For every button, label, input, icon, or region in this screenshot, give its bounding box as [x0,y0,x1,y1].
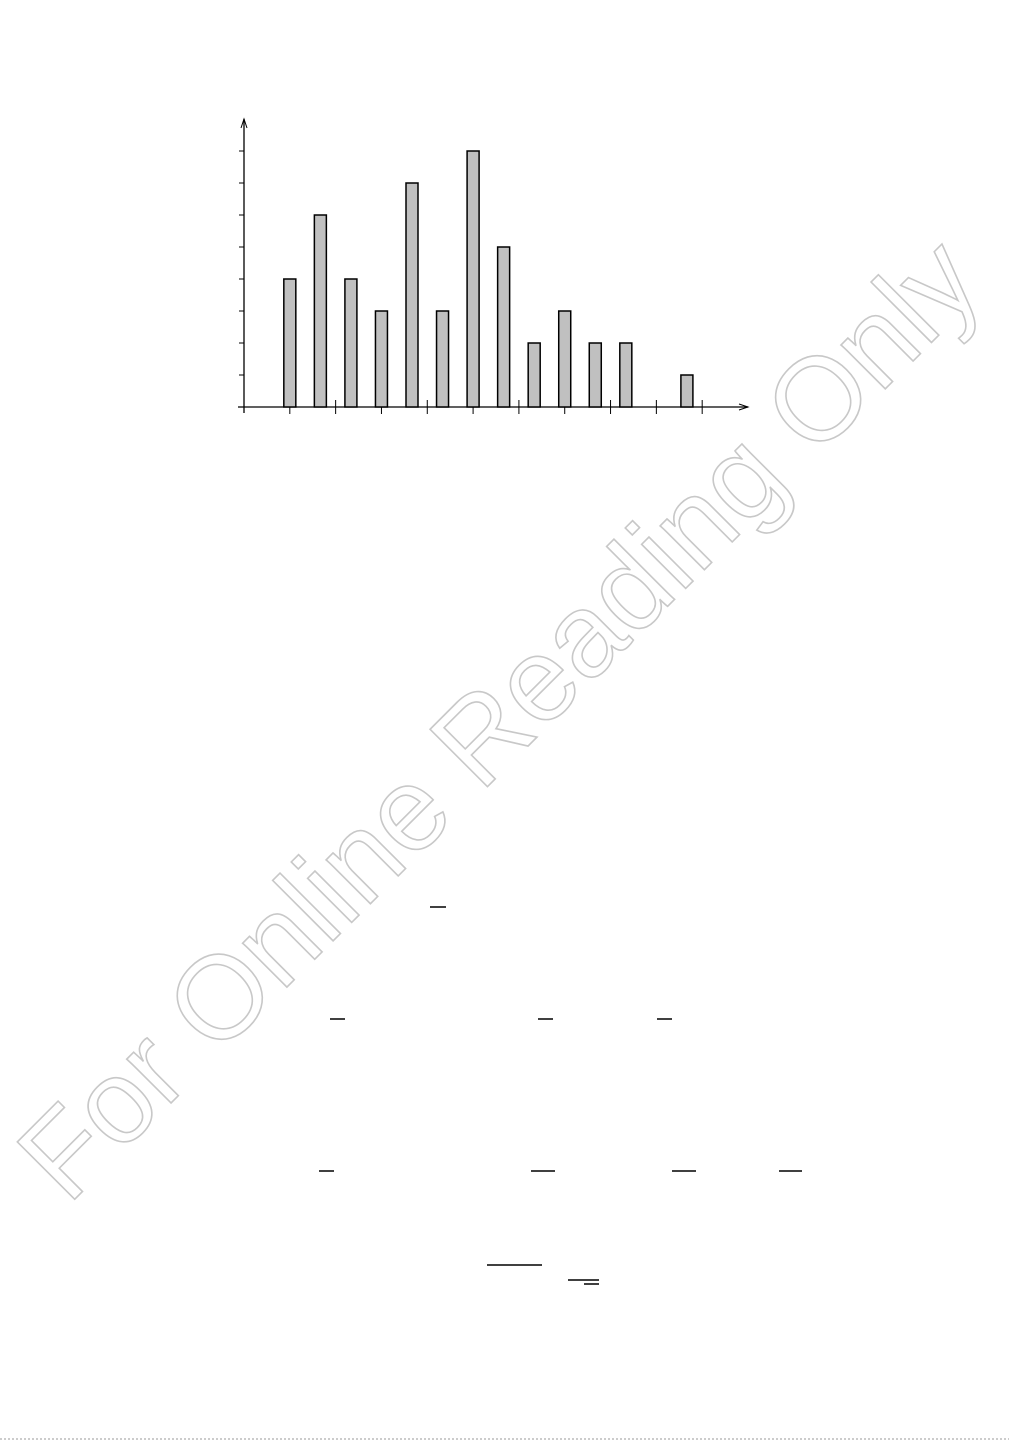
x-axis-arrow [738,403,750,411]
bar [405,182,419,408]
bar [619,342,633,408]
bar [435,310,450,408]
bar [496,246,511,408]
bar [680,374,694,408]
bar [557,310,572,408]
bar [588,342,603,408]
y-axis-arrow [240,117,248,129]
bar [283,278,297,408]
chart [238,117,750,414]
fraction-bars [319,906,802,1285]
bar [344,278,358,408]
bar [527,342,541,408]
bar [313,214,328,408]
bar [374,310,389,408]
bar [466,150,480,408]
